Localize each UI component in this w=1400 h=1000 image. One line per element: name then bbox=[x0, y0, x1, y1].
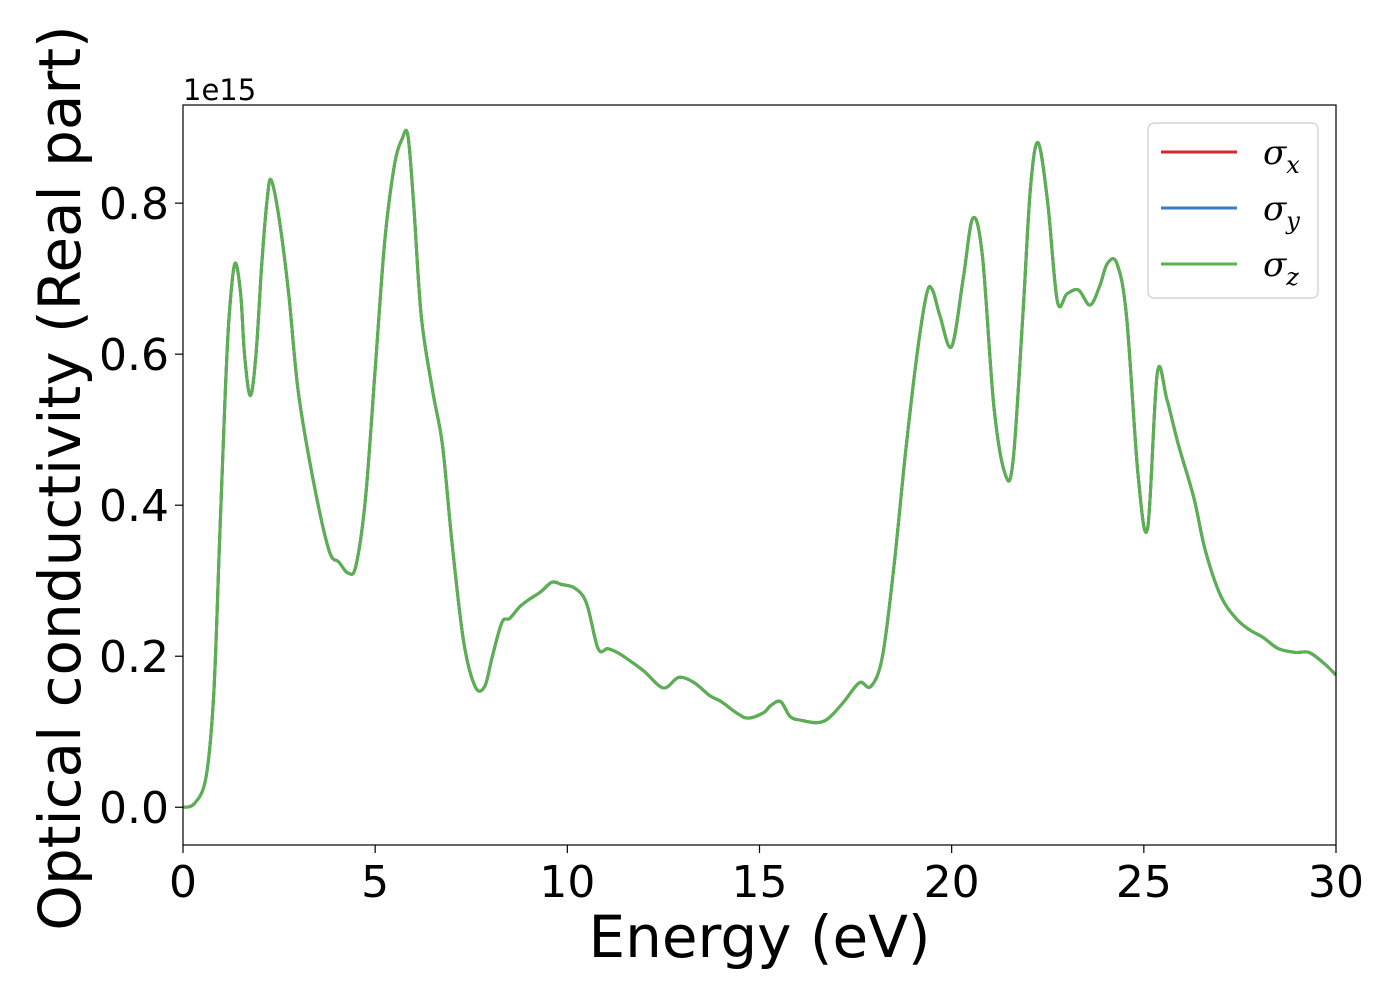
x-axis-ticks: 0 5 10 15 20 25 30 bbox=[169, 845, 1364, 908]
y-axis-ticks: 0.0 0.2 0.4 0.6 0.8 bbox=[99, 179, 183, 834]
legend-label-x: σx bbox=[1263, 133, 1300, 179]
y-tick-label: 0.8 bbox=[99, 179, 169, 230]
legend-label-subscript: y bbox=[1285, 207, 1300, 235]
x-tick-label: 0 bbox=[169, 857, 197, 908]
x-tick-label: 15 bbox=[732, 857, 788, 908]
legend-box bbox=[1147, 122, 1319, 299]
legend-label-base: σ bbox=[1263, 133, 1287, 173]
legend-label-subscript: x bbox=[1286, 151, 1300, 179]
y-tick-label: 0.6 bbox=[99, 330, 169, 381]
plot-lines bbox=[183, 128, 1336, 809]
legend-label-y: σy bbox=[1263, 189, 1300, 235]
y-axis-label: Optical conductivity (Real part) bbox=[26, 25, 94, 930]
y-axis-offset-label: 1e15 bbox=[183, 73, 256, 107]
y-tick-label: 0.0 bbox=[99, 783, 169, 834]
legend-label-subscript: z bbox=[1285, 263, 1299, 291]
series-line-z bbox=[183, 128, 1336, 809]
x-tick-label: 10 bbox=[539, 857, 595, 908]
x-tick-label: 25 bbox=[1116, 857, 1172, 908]
x-tick-label: 20 bbox=[924, 857, 980, 908]
y-tick-label: 0.4 bbox=[99, 481, 169, 532]
x-axis-label: Energy (eV) bbox=[588, 903, 930, 971]
y-tick-label: 0.2 bbox=[99, 632, 169, 683]
x-tick-label: 5 bbox=[361, 857, 389, 908]
x-tick-label: 30 bbox=[1308, 857, 1364, 908]
legend-label-z: σz bbox=[1263, 245, 1299, 291]
legend-label-base: σ bbox=[1263, 245, 1287, 285]
legend-label-base: σ bbox=[1263, 189, 1287, 229]
